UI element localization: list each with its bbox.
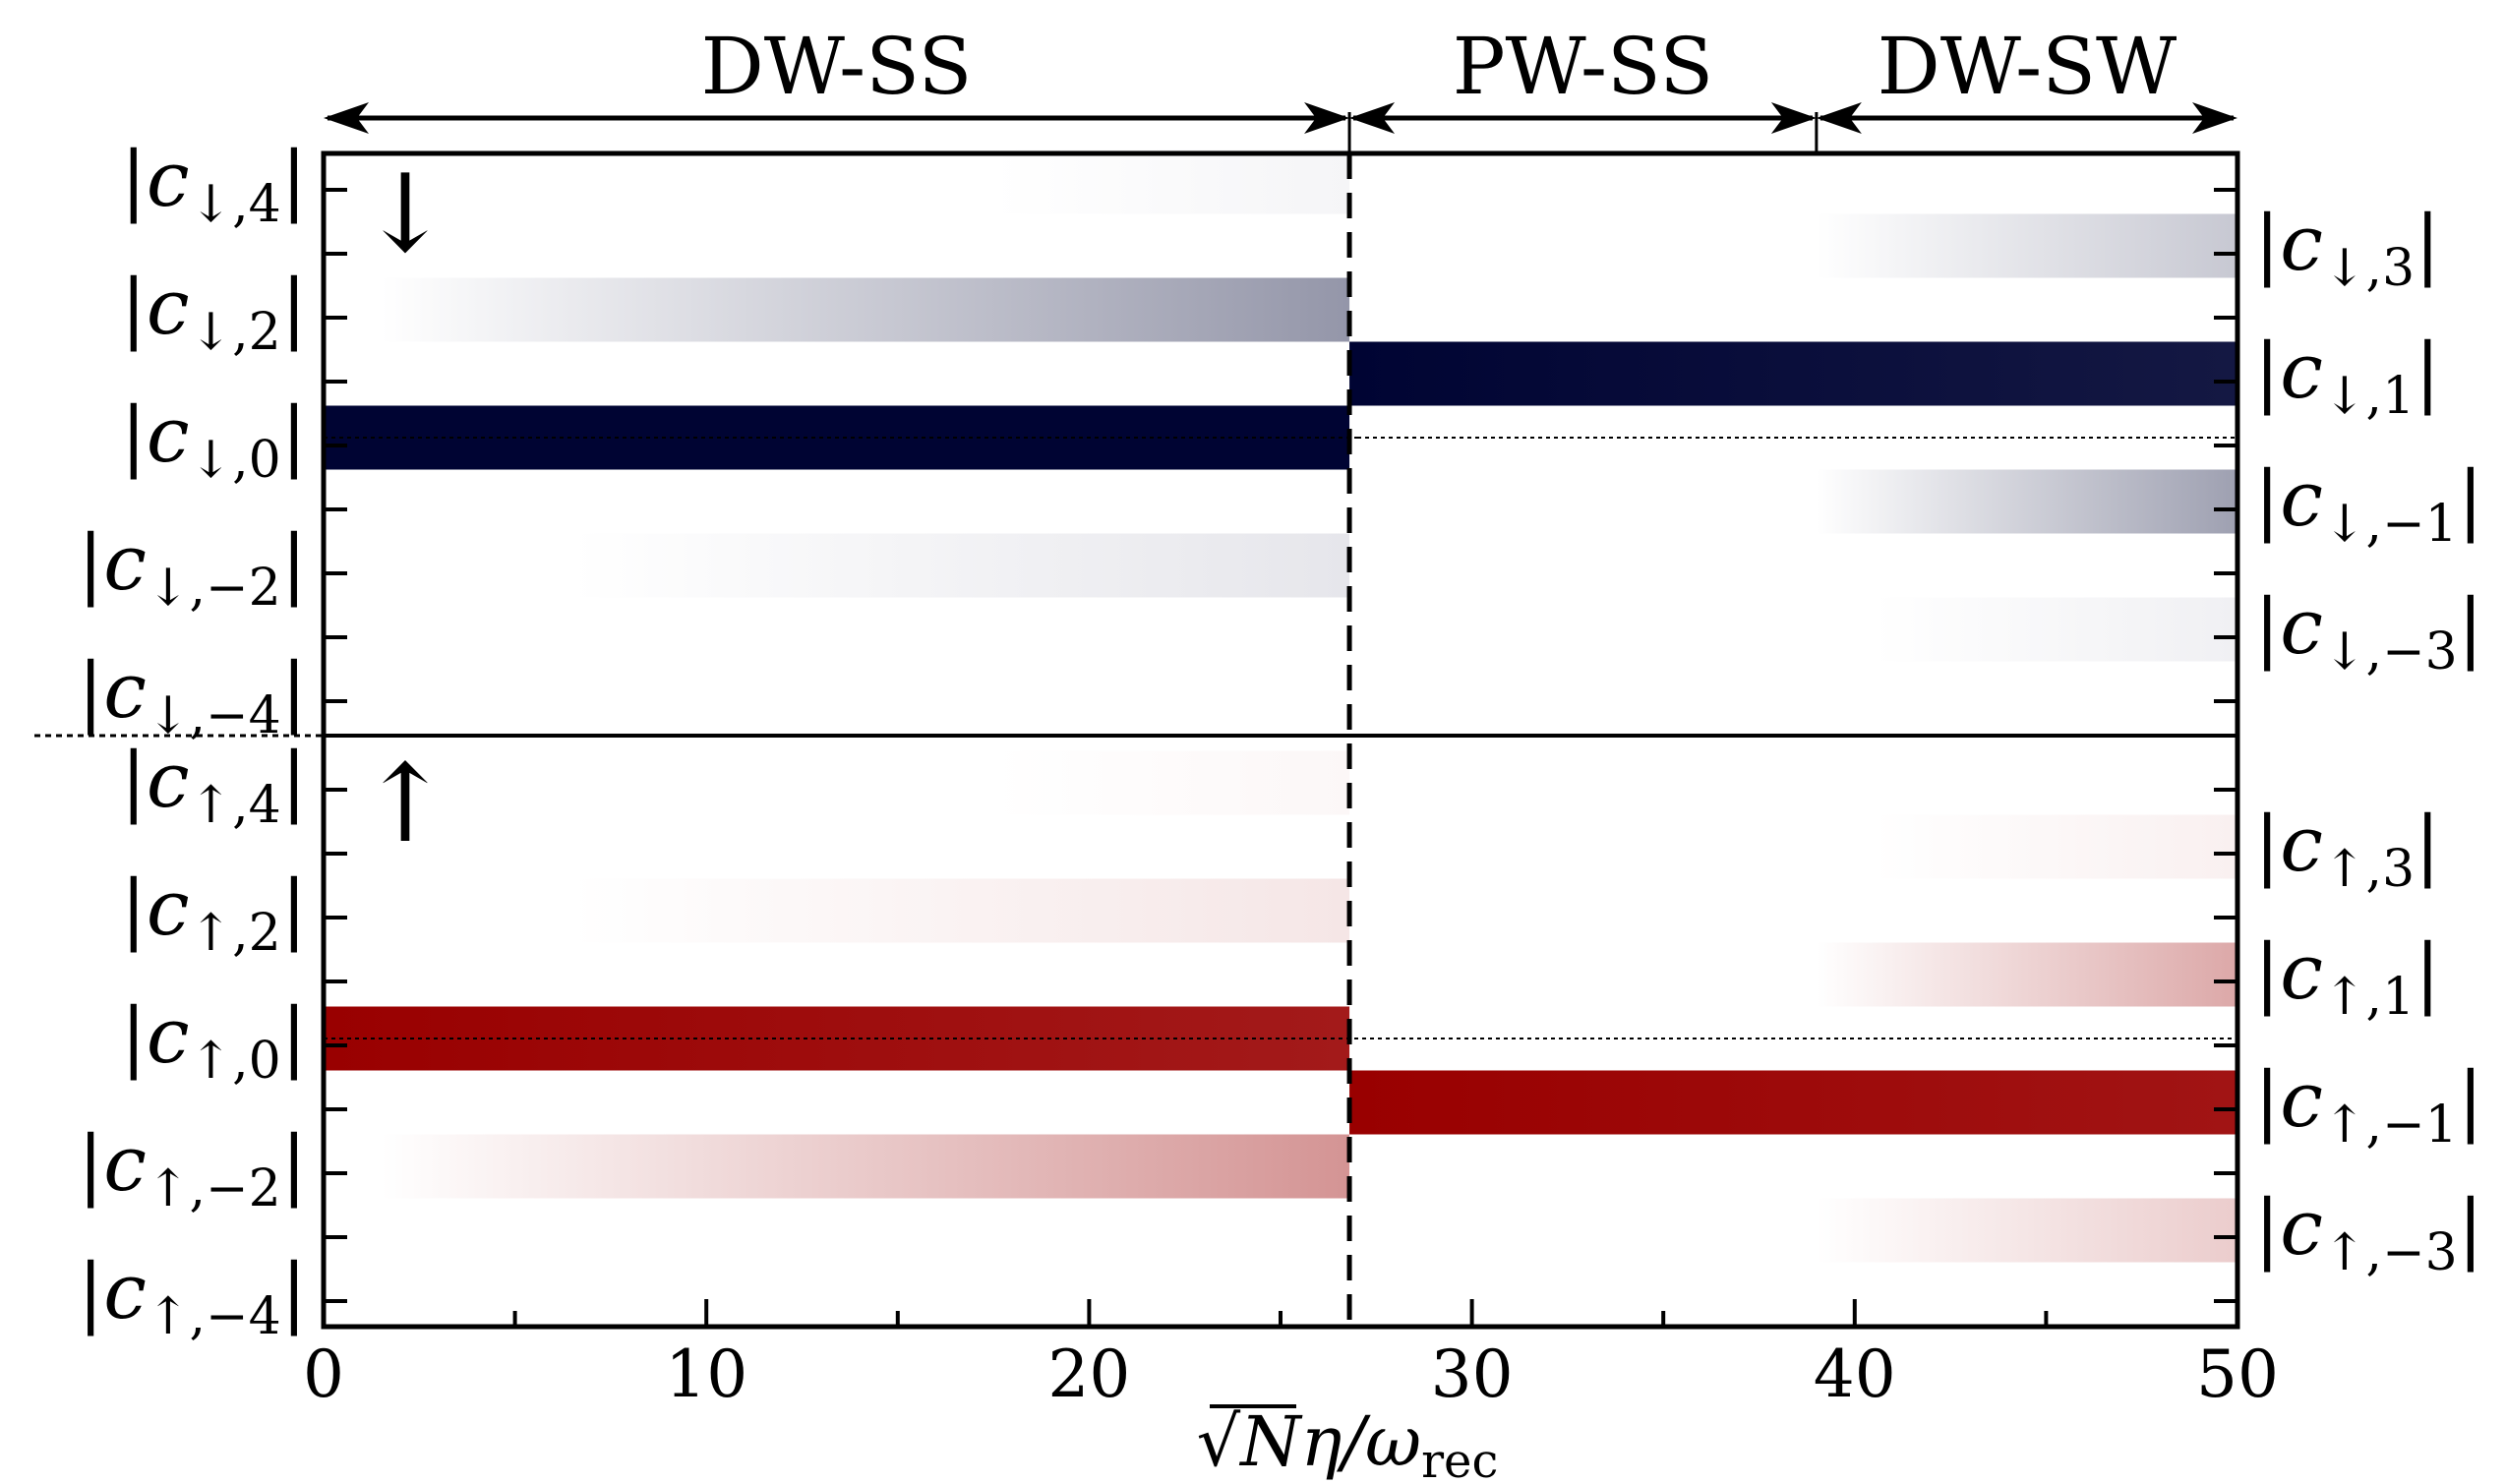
left-label-spin-down--4: |c↓,−4| — [78, 647, 307, 745]
bands-layer — [324, 149, 2237, 1263]
right-label-spin-down-3: |c↓,3| — [2254, 200, 2440, 298]
axes-layer — [321, 150, 2240, 1330]
x-tick-label-20: 20 — [1047, 1336, 1130, 1412]
band-spin-down-4-0 — [993, 149, 1350, 214]
left-label-spin-down--2: |c↓,−2| — [78, 519, 307, 618]
x-tick-label-50: 50 — [2196, 1336, 2279, 1412]
phase-label-DW-SW: DW-SW — [1878, 21, 2177, 112]
right-label-spin-down--1: |c↓,−1| — [2254, 455, 2483, 554]
right-label-spin-up--1: |c↑,−1| — [2254, 1056, 2483, 1155]
phase-label-PW-SS: PW-SS — [1453, 21, 1713, 112]
band-spin-down--1-6 — [1816, 469, 2237, 534]
band-spin-up-3-4 — [1874, 814, 2237, 879]
left-label-spin-down-4: |c↓,4| — [121, 136, 307, 234]
band-spin-down--2-3 — [571, 533, 1350, 598]
band-spin-up-4-0 — [993, 750, 1350, 815]
x-axis-label-main: Nη/ω — [1238, 1401, 1421, 1482]
x-axis-label-sub: rec — [1421, 1434, 1498, 1484]
right-label-spin-down-1: |c↓,1| — [2254, 327, 2440, 426]
phase-arrowhead-right-0 — [1304, 102, 1350, 134]
left-label-spin-down-0: |c↓,0| — [121, 391, 307, 490]
x-tick-label-30: 30 — [1431, 1336, 1514, 1412]
left-label-spin-up--4: |c↑,−4| — [78, 1248, 307, 1346]
left-label-spin-up-4: |c↑,4| — [121, 737, 307, 835]
phase-arrowhead-right-2 — [2192, 102, 2237, 134]
spin-symbol-spin-up: ↑ — [360, 741, 450, 866]
phase-arrowhead-left-0 — [324, 102, 369, 134]
left-label-spin-up-0: |c↑,0| — [121, 992, 307, 1091]
left-label-spin-down-2: |c↓,2| — [121, 264, 307, 362]
band-spin-down-3-4 — [1816, 213, 2237, 278]
band-spin-down-2-1 — [381, 277, 1350, 342]
band-spin-up--3-7 — [1816, 1198, 2237, 1263]
right-label-spin-up--3: |c↑,−3| — [2254, 1184, 2483, 1282]
left-label-spin-up-2: |c↑,2| — [121, 864, 307, 963]
left-label-spin-up--2: |c↑,−2| — [78, 1120, 307, 1218]
phase-arrowhead-right-1 — [1770, 102, 1817, 134]
x-tick-label-40: 40 — [1814, 1336, 1896, 1412]
panel-spin-down — [324, 149, 2237, 662]
band-spin-up-1-5 — [1816, 942, 2237, 1007]
x-tick-label-0: 0 — [303, 1336, 344, 1412]
spin-symbol-spin-down: ↓ — [360, 150, 450, 276]
band-spin-up--2-3 — [381, 1134, 1350, 1199]
guides-layer — [34, 153, 2237, 1327]
phase-label-DW-SS: DW-SS — [701, 21, 973, 112]
band-spin-down-1-5 — [1349, 341, 2237, 406]
x-tick-label-10: 10 — [665, 1336, 747, 1412]
band-spin-down--3-7 — [1874, 597, 2237, 662]
right-label-spin-up-3: |c↑,3| — [2254, 801, 2440, 899]
panel-spin-up — [324, 750, 2237, 1263]
right-label-spin-down--3: |c↓,−3| — [2254, 583, 2483, 682]
band-spin-up-2-1 — [571, 878, 1350, 943]
right-label-spin-up-1: |c↑,1| — [2254, 928, 2440, 1027]
labels-layer: 0 10 20 30 40 50 √Nη/ωrec DW-SS PW-SS DW-SW ↓ ↑ |c↓,… — [78, 21, 2483, 1484]
x-axis-label-radical: √ — [1197, 1401, 1241, 1482]
x-axis-label: √Nη/ωrec — [1197, 1401, 1499, 1484]
phase-arrowhead-left-2 — [1816, 102, 1862, 134]
band-spin-up--1-6 — [1349, 1070, 2237, 1135]
phase-arrowhead-left-1 — [1349, 102, 1396, 134]
